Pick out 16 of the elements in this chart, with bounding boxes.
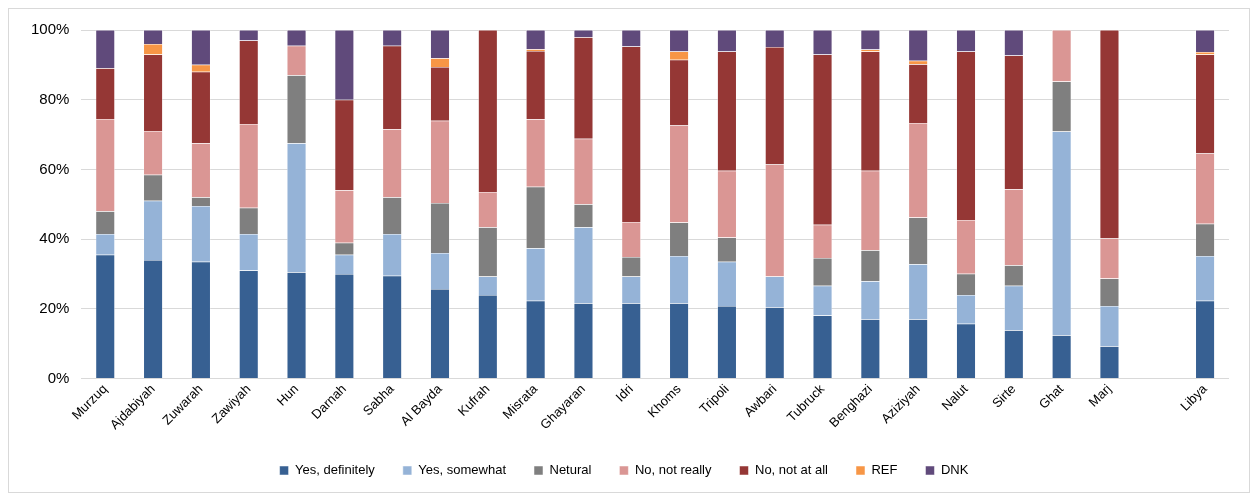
legend-label: No, not really: [634, 462, 712, 478]
y-tick-label: 80%: [39, 89, 70, 107]
legend-label: REF: [871, 462, 898, 478]
legend-label: Yes, somewhat: [418, 462, 507, 478]
legend-label: Netural: [549, 462, 592, 478]
y-tick-label: 60%: [39, 159, 70, 177]
x-tick-label: Idri: [612, 381, 636, 405]
y-tick-label: 100%: [30, 20, 70, 38]
legend-label: No, not at all: [754, 462, 829, 478]
x-tick-label: Hun: [273, 381, 302, 409]
legend-label: Yes, definitely: [295, 462, 376, 478]
x-tick-label: Sirte: [988, 381, 1019, 411]
y-tick-label: 20%: [39, 299, 70, 317]
y-tick-label: 0%: [47, 368, 70, 386]
y-tick-label: 40%: [39, 229, 70, 247]
legend-label: DNK: [940, 462, 969, 478]
